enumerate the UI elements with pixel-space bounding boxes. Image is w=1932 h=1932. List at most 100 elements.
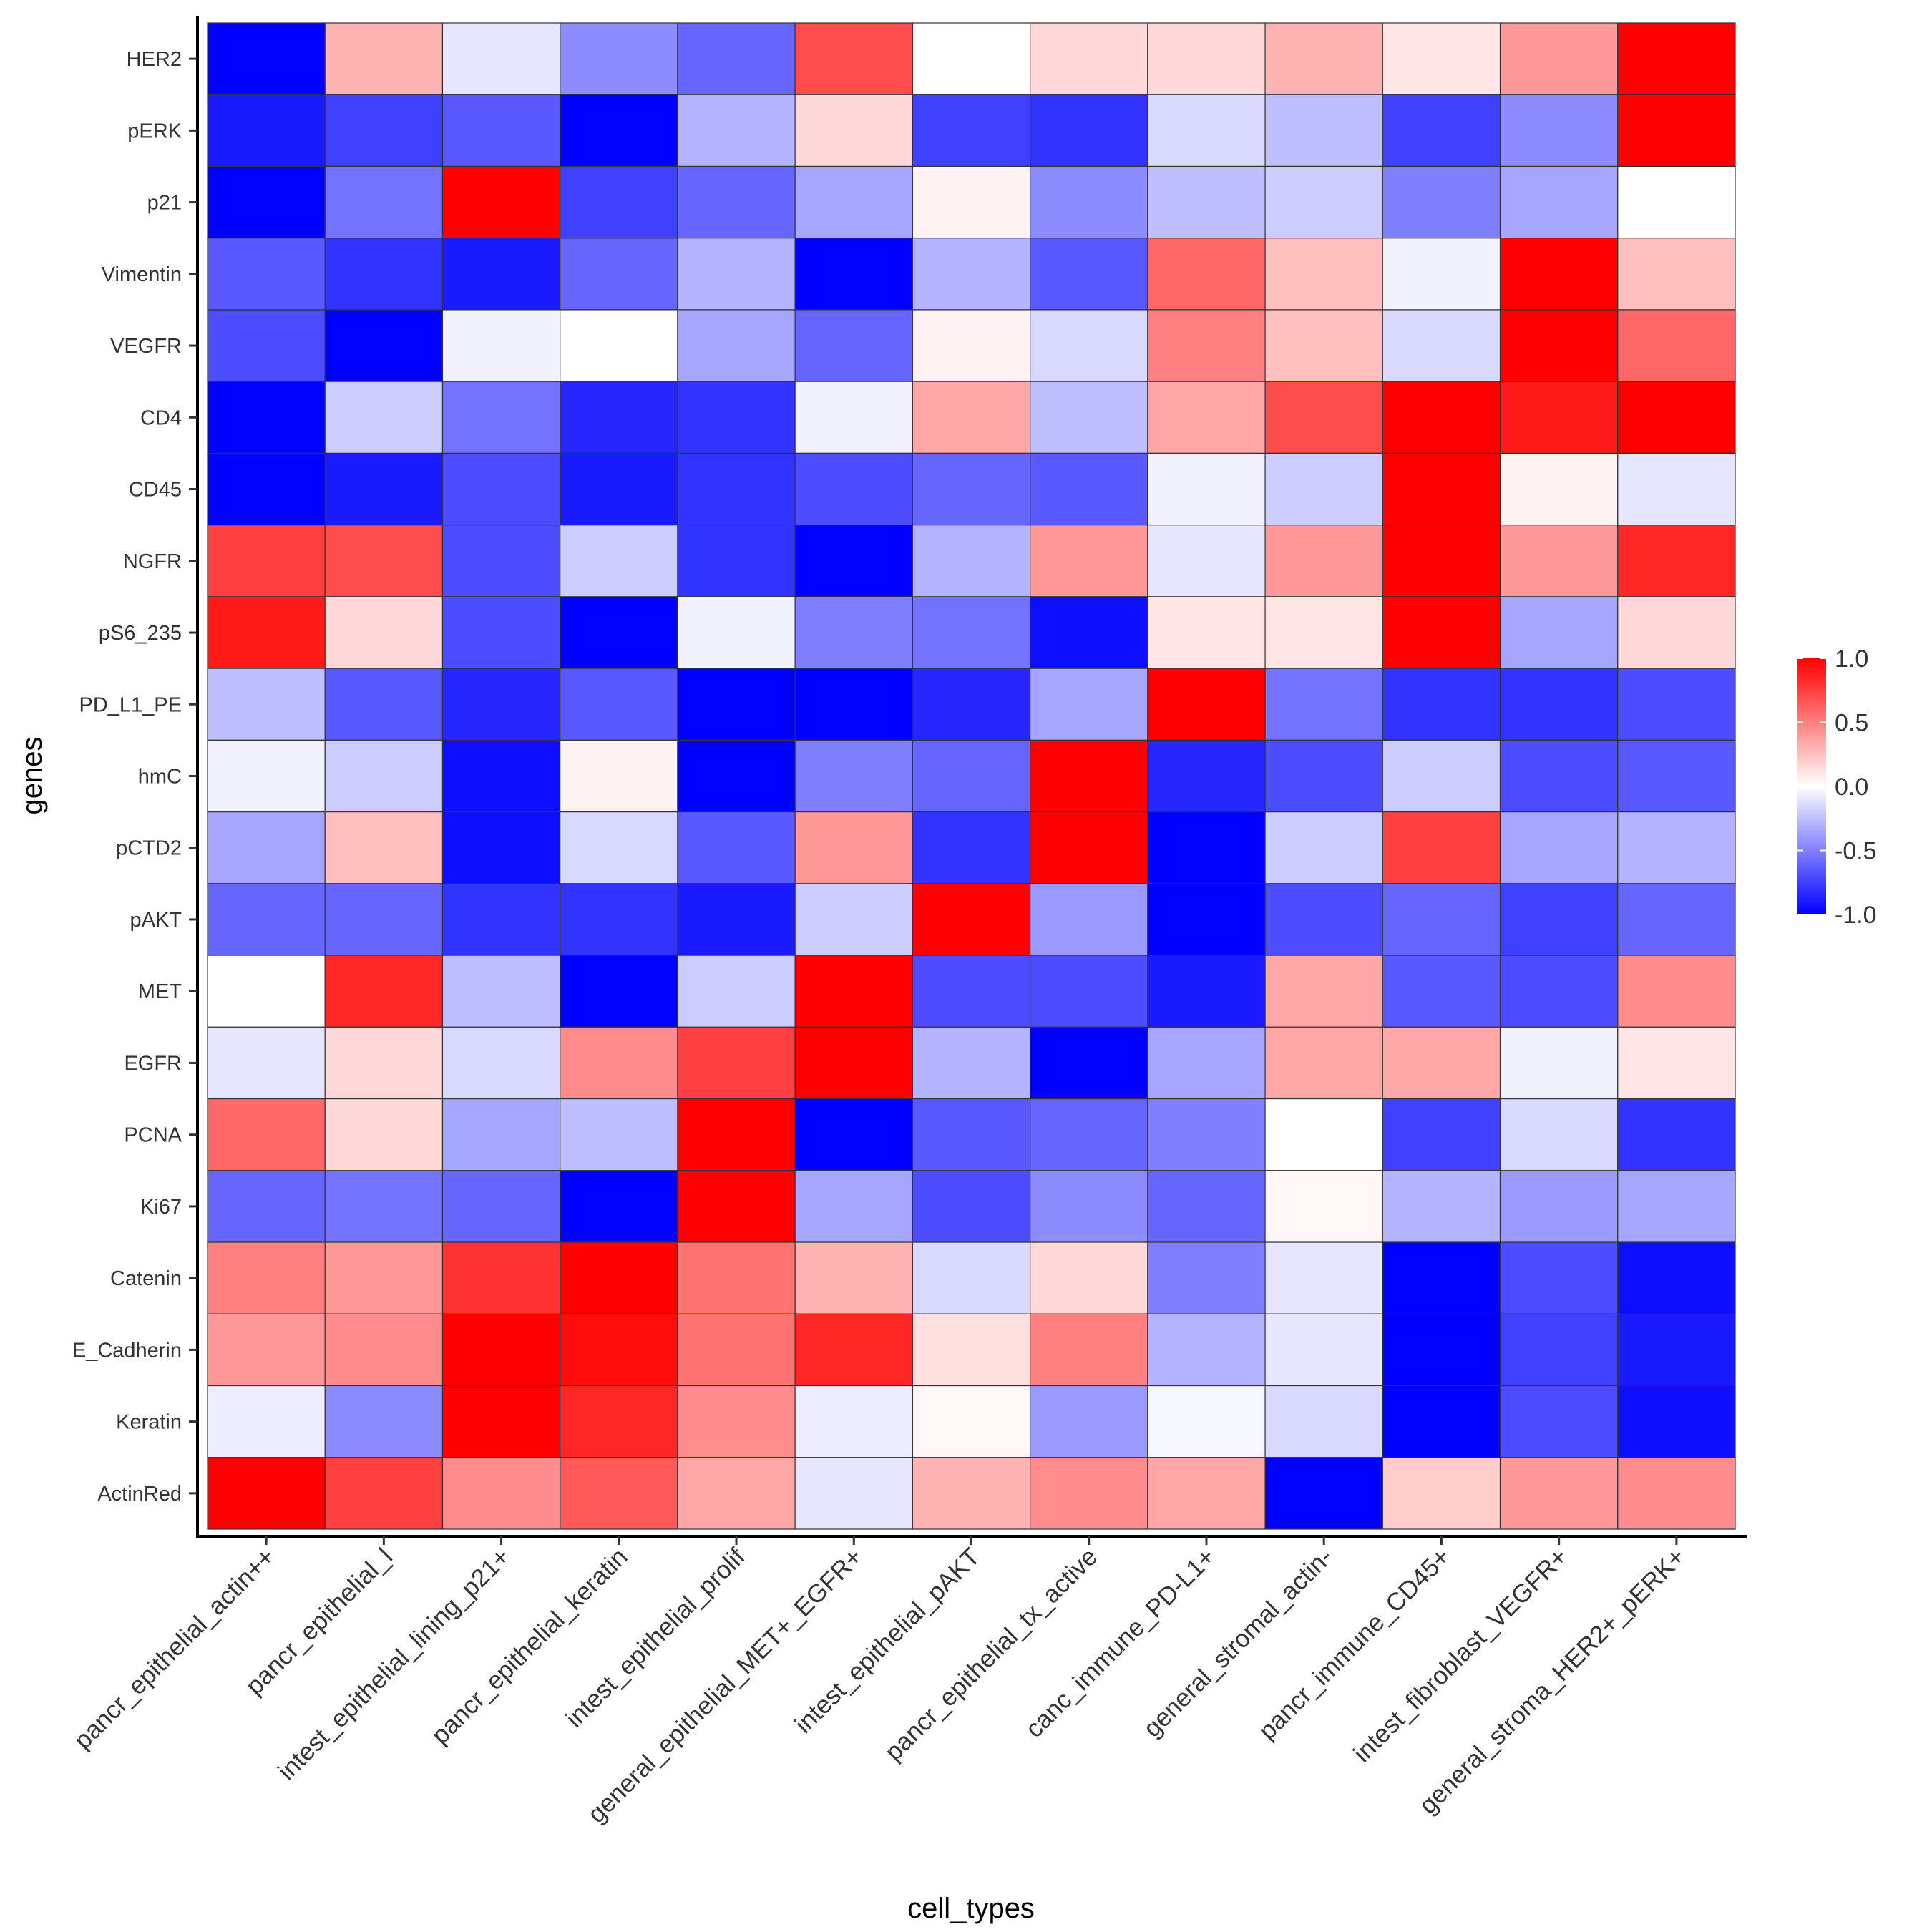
heatmap-cell (1147, 668, 1266, 741)
heatmap-cell (1147, 596, 1266, 669)
heatmap-cell (1030, 1098, 1148, 1171)
heatmap-cell (560, 238, 678, 311)
heatmap-cell (1264, 1241, 1383, 1314)
heatmap-cell (1264, 238, 1383, 311)
heatmap-cell (441, 381, 561, 454)
heatmap-cell (1030, 525, 1148, 597)
heatmap-cell (1030, 1457, 1148, 1530)
heatmap-cell (560, 525, 678, 597)
y-tick-label: CD4 (140, 406, 182, 429)
heatmap-cell (794, 883, 913, 956)
heatmap-cell (560, 165, 678, 239)
heatmap-cell (207, 955, 326, 1028)
y-tick-label: Catenin (110, 1267, 182, 1290)
heatmap-cell (1147, 811, 1266, 884)
heatmap-cell (560, 309, 678, 382)
heatmap-cell (1264, 668, 1383, 741)
heatmap-cell (324, 94, 444, 167)
heatmap-cell (677, 165, 796, 239)
x-tick-label: intest_fibroblast_VEGFR+ (1348, 1543, 1573, 1767)
heatmap-cell (560, 1098, 678, 1171)
heatmap-cell (1499, 1313, 1619, 1387)
heatmap-cell (1382, 381, 1501, 454)
heatmap-cell (441, 452, 561, 526)
heatmap-cell (912, 309, 1031, 382)
heatmap-cell (560, 381, 678, 454)
heatmap-cell (1499, 1241, 1619, 1314)
heatmap-cell (677, 1313, 796, 1387)
y-tick-label: NGFR (123, 550, 182, 573)
heatmap-cell (1382, 955, 1501, 1028)
heatmap-cell (1264, 955, 1383, 1028)
heatmap-cell (912, 596, 1031, 669)
heatmap-cell (1617, 1170, 1736, 1243)
heatmap-cell (1382, 811, 1501, 884)
heatmap-cell (912, 238, 1031, 311)
heatmap-cell (1617, 1241, 1736, 1314)
heatmap-cell (560, 1026, 678, 1100)
heatmap-cell (1382, 1313, 1501, 1387)
heatmap-cell (1264, 883, 1383, 956)
heatmap-cell (441, 1457, 561, 1530)
heatmap-cell (677, 811, 796, 884)
heatmap-cell (677, 668, 796, 741)
heatmap-cell (441, 525, 561, 597)
heatmap-cell (912, 1313, 1031, 1387)
heatmap-cell (794, 811, 913, 884)
heatmap-cell (1382, 1026, 1501, 1100)
heatmap-cell (207, 309, 326, 382)
heatmap-cell (1264, 1170, 1383, 1243)
heatmap-cell (1147, 94, 1266, 167)
y-tick-label: p21 (147, 192, 182, 215)
heatmap-cell (1030, 1385, 1148, 1458)
heatmap-cell (1030, 1026, 1148, 1100)
x-axis-title: cell_types (907, 1893, 1035, 1924)
heatmap-cell (1499, 955, 1619, 1028)
heatmap-cell (1499, 883, 1619, 956)
x-tick-label: canc_immune_PD-L1+ (1020, 1543, 1221, 1743)
heatmap-cell (441, 883, 561, 956)
heatmap-cell (912, 955, 1031, 1028)
heatmap-cell (1382, 596, 1501, 669)
heatmap-cell (1617, 668, 1736, 741)
heatmap-cell (1382, 22, 1501, 95)
heatmap-cell (1499, 1026, 1619, 1100)
heatmap-cell (1264, 525, 1383, 597)
heatmap-cell (1382, 452, 1501, 526)
heatmap-cell (1617, 1313, 1736, 1387)
heatmap-cell (1264, 452, 1383, 526)
heatmap-cell (794, 94, 913, 167)
heatmap-cell (1617, 811, 1736, 884)
heatmap-cell (1030, 309, 1148, 382)
heatmap-cell (1499, 238, 1619, 311)
heatmap-cell (560, 883, 678, 956)
y-tick-label: pCTD2 (116, 837, 182, 860)
heatmap-cell (441, 309, 561, 382)
heatmap-cell (207, 94, 326, 167)
y-tick-label: E_Cadherin (72, 1339, 182, 1362)
heatmap-cell (794, 381, 913, 454)
heatmap-cell (794, 739, 913, 813)
heatmap-cell (794, 22, 913, 95)
heatmap-cell (677, 525, 796, 597)
heatmap-cell (1264, 1026, 1383, 1100)
heatmap-cell (324, 596, 444, 669)
heatmap-cell (1617, 309, 1736, 382)
heatmap-cell (1030, 381, 1148, 454)
heatmap-cell (1030, 739, 1148, 813)
heatmap-cell (794, 668, 913, 741)
heatmap-cell (1147, 955, 1266, 1028)
heatmap-cell (1264, 1457, 1383, 1530)
heatmap-cell (560, 1457, 678, 1530)
heatmap-cell (324, 1098, 444, 1171)
heatmap-cell (1382, 94, 1501, 167)
heatmap-cell (1147, 883, 1266, 956)
legend-tick-label: 0.0 (1835, 774, 1868, 801)
heatmap-cell (1147, 452, 1266, 526)
heatmap-cell (324, 1026, 444, 1100)
heatmap-cell (1499, 94, 1619, 167)
x-tick-label: pancr_epithelial_tx_active (879, 1543, 1103, 1766)
heatmap-cell (1147, 1098, 1266, 1171)
heatmap-cell (207, 596, 326, 669)
